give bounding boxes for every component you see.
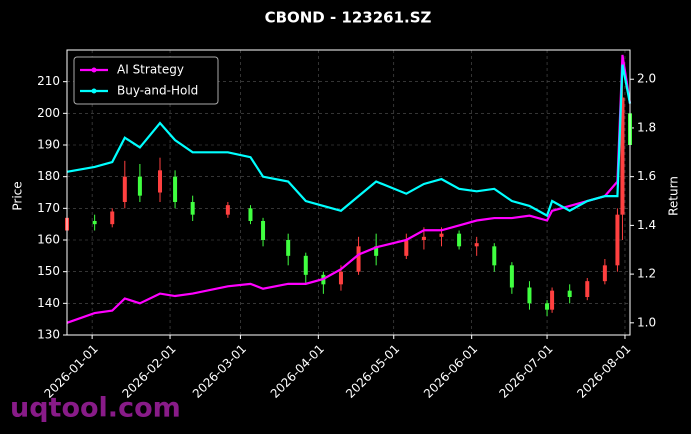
candle-body [602, 265, 607, 282]
candle-body [545, 303, 550, 310]
candle-body [303, 255, 308, 275]
candle-body [620, 97, 625, 215]
y-tick-label: 190 [37, 138, 60, 152]
y-tick-label: 180 [37, 169, 60, 183]
y-tick-label: 160 [37, 233, 60, 247]
candle-body [157, 170, 162, 193]
candle-body [527, 287, 532, 304]
candle-body [421, 236, 426, 240]
candle-body [225, 205, 230, 215]
candle-body [286, 240, 291, 256]
chart-title: CBOND - 123261.SZ [265, 9, 432, 27]
candle-body [439, 233, 444, 237]
legend-marker [91, 67, 97, 73]
candle-body [474, 243, 479, 247]
y-tick-label: 150 [37, 264, 60, 278]
candle-body [509, 265, 514, 288]
candle-body [404, 240, 409, 256]
candle-body [457, 233, 462, 247]
legend-label: AI Strategy [117, 63, 184, 77]
candle-body [248, 208, 253, 221]
candle-body [261, 221, 266, 240]
y2-tick-label: 1.2 [637, 267, 656, 281]
legend: AI Strategy Buy-and-Hold [73, 56, 219, 105]
candle-body [615, 214, 620, 266]
y-tick-label: 210 [37, 74, 60, 88]
legend-box [73, 56, 219, 105]
plot-frame [66, 49, 631, 336]
candle-body [173, 176, 178, 202]
candle-body [550, 290, 555, 310]
candle-body [492, 246, 497, 266]
y2-tick-label: 1.8 [637, 120, 656, 134]
candle-body [338, 271, 343, 285]
y2-tick-label: 2.0 [637, 72, 656, 86]
watermark: uqtool.com [10, 393, 181, 424]
legend-label: Buy-and-Hold [117, 84, 198, 98]
y-tick-label: 170 [37, 201, 60, 215]
candle-body [122, 176, 127, 202]
candle-body [374, 246, 379, 256]
y-tick-label: 140 [37, 296, 60, 310]
y-tick-label: 130 [37, 328, 60, 342]
candle-body [190, 202, 195, 215]
y2-tick-label: 1.4 [637, 218, 656, 232]
candle-body [585, 281, 590, 297]
y-axis-label: Price [11, 181, 25, 210]
candle-body [567, 290, 572, 297]
y2-axis-label: Return [667, 176, 681, 216]
candle-body [137, 176, 142, 196]
y2-tick-label: 1.0 [637, 315, 656, 329]
candle-body [110, 211, 115, 225]
y-tick-label: 200 [37, 106, 60, 120]
y2-tick-label: 1.6 [637, 169, 656, 183]
candle-body [92, 221, 97, 225]
series-line [66, 64, 632, 218]
candle-body [356, 246, 361, 272]
legend-marker [91, 88, 97, 94]
